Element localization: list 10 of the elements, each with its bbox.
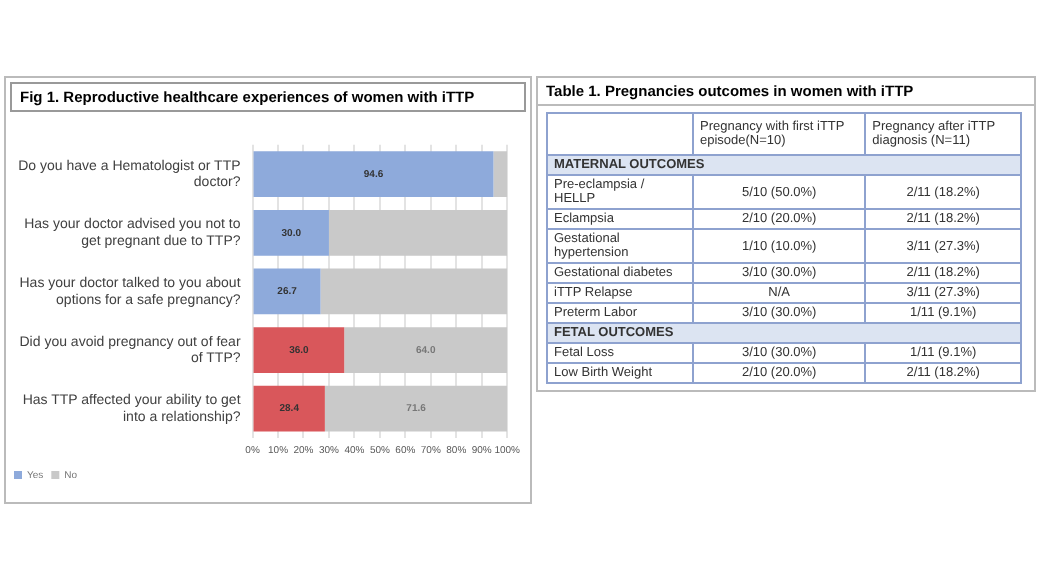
bar — [253, 209, 329, 256]
bar — [253, 268, 321, 315]
bar — [253, 151, 494, 197]
bar — [253, 385, 325, 432]
bar — [493, 151, 508, 197]
bar — [324, 385, 508, 432]
bar — [344, 327, 508, 373]
bar — [320, 268, 508, 315]
bar — [253, 327, 345, 373]
bar — [328, 209, 508, 256]
